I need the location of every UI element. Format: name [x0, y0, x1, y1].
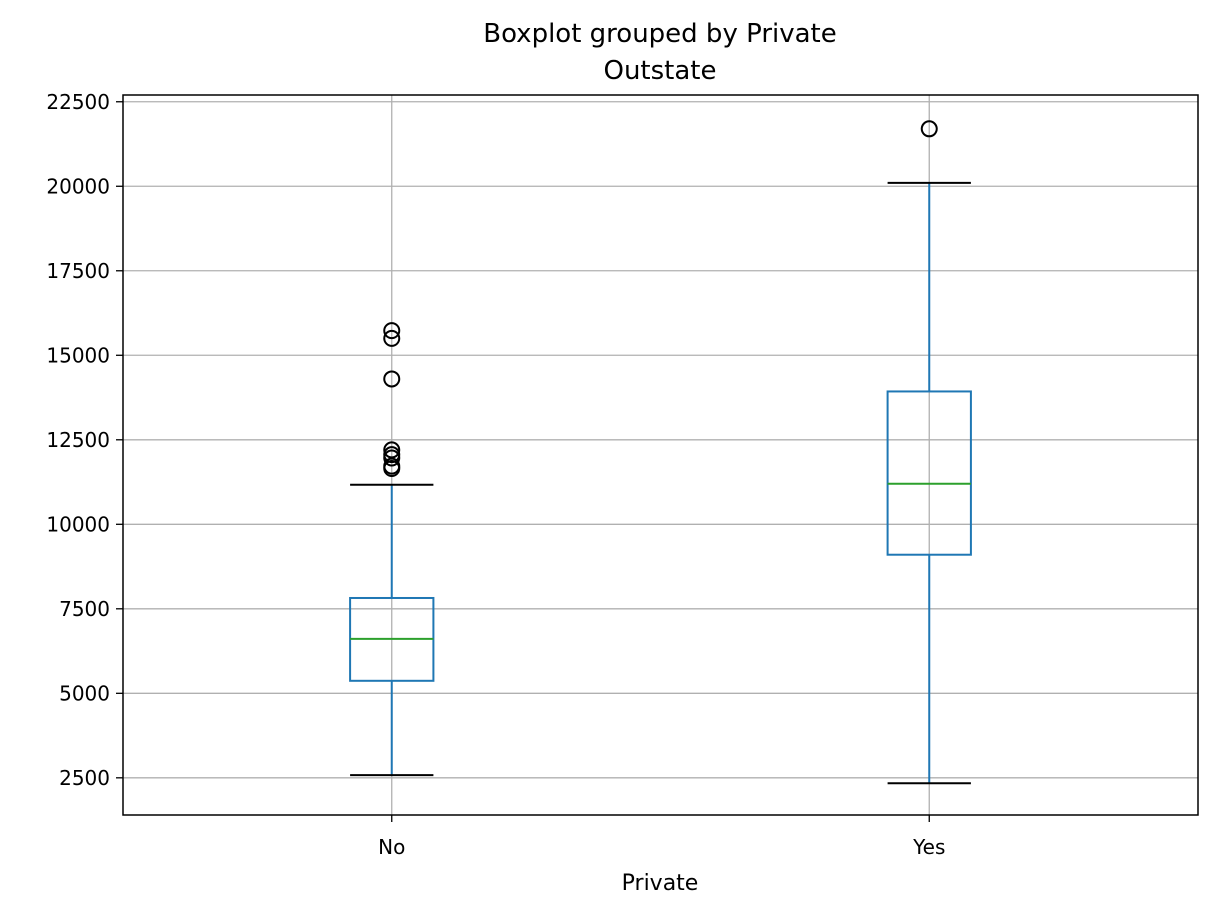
- y-tick-label: 22500: [46, 90, 110, 114]
- y-tick-label: 17500: [46, 259, 110, 283]
- box-group-yes: [886, 120, 972, 785]
- y-tick-label: 20000: [46, 174, 110, 198]
- iqr-box: [886, 390, 972, 556]
- y-tick-label: 2500: [59, 766, 110, 790]
- axes-layer: 2500 5000 7500 10000 12500 15000 17500 20000 225…: [46, 90, 945, 859]
- boxes-layer: [349, 120, 972, 785]
- grid-lines: [123, 95, 1198, 815]
- y-tick-label: 12500: [46, 428, 110, 452]
- box-group-no: [349, 322, 435, 777]
- y-tick-label: 10000: [46, 512, 110, 536]
- flier-point: [383, 441, 401, 459]
- y-tick-label: 7500: [59, 597, 110, 621]
- x-tick-label: Yes: [912, 835, 945, 859]
- chart-suptitle: Boxplot grouped by Private: [483, 19, 837, 49]
- flier-point: [383, 329, 401, 347]
- x-tick-label: No: [378, 835, 405, 859]
- flier-point: [920, 120, 938, 138]
- y-tick-label: 5000: [59, 681, 110, 705]
- plot-frame: [122, 94, 1199, 816]
- flier-point: [383, 446, 401, 464]
- flier-point: [383, 322, 401, 340]
- flier-point: [383, 370, 401, 388]
- flier-point: [383, 457, 401, 475]
- chart-title: Outstate: [603, 56, 716, 86]
- y-tick-label: 15000: [46, 343, 110, 367]
- x-axis-label: Private: [622, 871, 699, 896]
